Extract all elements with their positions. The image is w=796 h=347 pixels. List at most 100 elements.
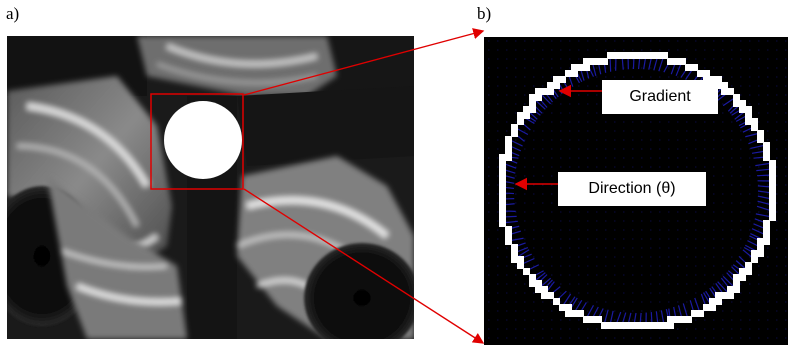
edge-pixel [607,52,614,59]
edge-pixel [577,310,584,317]
edge-pixel [763,154,770,161]
edge-pixel [679,316,686,323]
edge-pixel [517,112,524,119]
edge-pixel [697,310,704,317]
edge-pixel [505,142,512,149]
edge-pixel [667,322,674,329]
edge-pixel [499,220,506,227]
edge-pixel [535,280,542,287]
edge-pixel [511,130,518,137]
edge-pixel [631,322,638,329]
edge-pixel [499,172,506,179]
edge-pixel [535,88,542,95]
edge-pixel [697,70,704,77]
edge-pixel [739,268,746,275]
edge-pixel [505,238,512,245]
edge-pixel [529,94,536,101]
panel-a-photograph [7,36,414,339]
edge-pixel [559,304,566,311]
edge-pixel [757,250,764,257]
edge-pixel [721,88,728,95]
edge-pixel [655,52,662,59]
edge-pixel [535,286,542,293]
edge-pixel [745,112,752,119]
edge-pixel [583,64,590,71]
edge-pixel [763,148,770,155]
edge-pixel [715,298,722,305]
edge-pixel [637,322,644,329]
edge-pixel [715,292,722,299]
edge-pixel [721,292,728,299]
edge-pixel [733,94,740,101]
edge-pixel [517,262,524,269]
edge-pixel [703,76,710,83]
edge-pixel [571,310,578,317]
edge-pixel [589,316,596,323]
edge-pixel [643,52,650,59]
edge-pixel [505,148,512,155]
edge-pixel [499,208,506,215]
edge-pixel [595,58,602,65]
edge-pixel [511,244,518,251]
edge-pixel [499,214,506,221]
edge-pixel [619,322,626,329]
edge-pixel [751,124,758,131]
edge-pixel [559,76,566,83]
edge-pixel [505,226,512,233]
edge-pixel [763,142,770,149]
edge-pixel [733,286,740,293]
edge-pixel [499,202,506,209]
edge-pixel [739,274,746,281]
edge-pixel [673,316,680,323]
edge-pixel [613,52,620,59]
panel-b-label: b) [477,4,492,23]
edge-pixel [769,208,776,215]
edge-pixel [685,316,692,323]
edge-pixel [691,310,698,317]
edge-pixel [757,136,764,143]
edge-ring [499,52,776,329]
edge-pixel [499,184,506,191]
edge-pixel [745,106,752,113]
edge-pixel [757,244,764,251]
edge-pixel [529,106,536,113]
edge-pixel [745,118,752,125]
edge-pixel [709,298,716,305]
edge-pixel [745,262,752,269]
edge-pixel [751,118,758,125]
edge-pixel [613,322,620,329]
edge-pixel [571,70,578,77]
edge-pixel [715,76,722,83]
direction-callout-label: Direction (θ) [558,172,706,206]
edge-pixel [727,88,734,95]
edge-pixel [721,82,728,89]
edge-pixel [529,280,536,287]
gradient-callout-label: Gradient [602,80,718,114]
edge-pixel [679,58,686,65]
edge-pixel [571,64,578,71]
edge-pixel [553,76,560,83]
edge-pixel [739,106,746,113]
edge-pixel [709,304,716,311]
edge-pixel [505,154,512,161]
edge-pixel [769,214,776,221]
edge-pixel [703,70,710,77]
edge-pixel [583,58,590,65]
edge-pixel [649,322,656,329]
edge-pixel [523,106,530,113]
edge-pixel [499,190,506,197]
target-circle [164,101,242,179]
edge-pixel [619,52,626,59]
edge-pixel [565,310,572,317]
edge-pixel [529,274,536,281]
edge-pixel [757,130,764,137]
edge-pixel [499,178,506,185]
edge-pixel [763,226,770,233]
edge-pixel [517,256,524,263]
edge-pixel [547,88,554,95]
edge-pixel [745,268,752,275]
edge-pixel [763,220,770,227]
edge-pixel [523,268,530,275]
edge-pixel [499,154,506,161]
edge-pixel [541,292,548,299]
